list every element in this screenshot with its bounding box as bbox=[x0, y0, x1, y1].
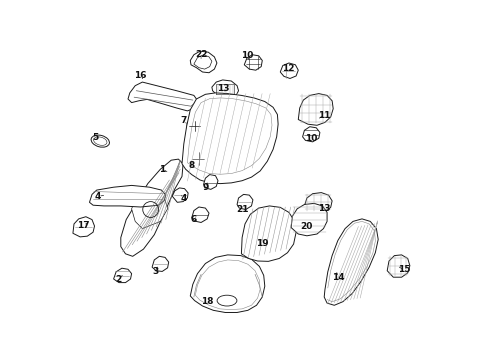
Polygon shape bbox=[298, 94, 333, 125]
Text: 20: 20 bbox=[300, 222, 313, 231]
Text: 13: 13 bbox=[217, 84, 230, 93]
Polygon shape bbox=[242, 206, 296, 261]
Polygon shape bbox=[237, 194, 253, 210]
Polygon shape bbox=[291, 203, 327, 236]
Polygon shape bbox=[303, 127, 320, 142]
Text: 12: 12 bbox=[282, 64, 294, 73]
Polygon shape bbox=[187, 119, 202, 133]
Polygon shape bbox=[90, 185, 166, 207]
Polygon shape bbox=[304, 193, 332, 212]
Ellipse shape bbox=[91, 135, 109, 147]
Polygon shape bbox=[132, 191, 168, 229]
Text: 2: 2 bbox=[115, 275, 122, 284]
Polygon shape bbox=[190, 51, 217, 73]
Text: 15: 15 bbox=[398, 266, 410, 275]
Text: 16: 16 bbox=[134, 71, 147, 80]
Text: 4: 4 bbox=[181, 194, 187, 202]
Polygon shape bbox=[194, 55, 212, 69]
Text: 13: 13 bbox=[318, 204, 330, 212]
Polygon shape bbox=[190, 151, 206, 166]
Text: 1: 1 bbox=[159, 165, 165, 174]
Polygon shape bbox=[280, 63, 298, 78]
Text: 4: 4 bbox=[95, 192, 101, 201]
Text: 8: 8 bbox=[189, 161, 195, 170]
Polygon shape bbox=[73, 217, 95, 237]
Text: 10: 10 bbox=[305, 134, 318, 143]
Polygon shape bbox=[324, 219, 378, 305]
Text: 21: 21 bbox=[236, 205, 248, 214]
Ellipse shape bbox=[217, 295, 237, 306]
Text: 3: 3 bbox=[152, 267, 158, 276]
Text: 9: 9 bbox=[202, 184, 209, 193]
Polygon shape bbox=[192, 207, 209, 222]
Polygon shape bbox=[114, 268, 132, 283]
Text: 11: 11 bbox=[318, 111, 330, 120]
Text: 18: 18 bbox=[201, 297, 214, 306]
Polygon shape bbox=[172, 188, 188, 202]
Text: 6: 6 bbox=[191, 215, 197, 224]
Polygon shape bbox=[196, 260, 260, 310]
Polygon shape bbox=[128, 82, 198, 111]
Ellipse shape bbox=[94, 137, 107, 145]
Text: 7: 7 bbox=[181, 116, 187, 125]
Text: 14: 14 bbox=[332, 273, 345, 282]
Polygon shape bbox=[212, 80, 239, 99]
Polygon shape bbox=[204, 175, 218, 189]
Polygon shape bbox=[387, 255, 410, 277]
Polygon shape bbox=[245, 55, 262, 70]
Text: 19: 19 bbox=[256, 239, 269, 248]
Polygon shape bbox=[190, 255, 265, 312]
Text: 10: 10 bbox=[241, 51, 253, 60]
Text: 22: 22 bbox=[195, 50, 207, 59]
Text: 5: 5 bbox=[92, 133, 98, 142]
Polygon shape bbox=[121, 159, 183, 256]
Polygon shape bbox=[152, 256, 169, 271]
Text: 17: 17 bbox=[77, 220, 89, 230]
Polygon shape bbox=[182, 93, 278, 184]
